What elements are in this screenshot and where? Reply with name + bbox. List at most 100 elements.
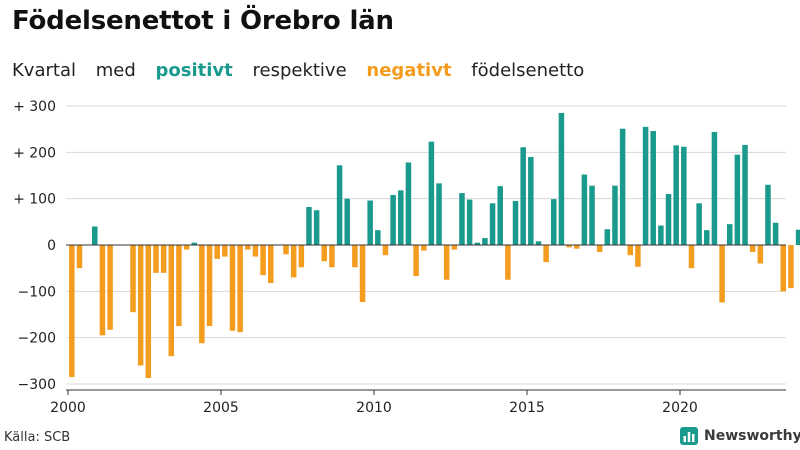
bar xyxy=(742,144,748,245)
bar xyxy=(795,229,800,245)
bar xyxy=(321,245,328,262)
bar xyxy=(688,245,695,269)
bar xyxy=(757,245,764,264)
bar xyxy=(665,194,672,245)
bar xyxy=(420,245,427,251)
x-tick-label: 2015 xyxy=(509,400,545,416)
bar-chart-logo-icon xyxy=(680,427,698,445)
bar xyxy=(612,185,618,245)
bar xyxy=(604,229,611,245)
bar xyxy=(535,241,542,245)
bar xyxy=(206,245,213,327)
bar xyxy=(99,245,106,336)
bar xyxy=(137,245,144,366)
bar xyxy=(512,200,519,245)
bar xyxy=(520,147,526,245)
bar xyxy=(352,245,358,268)
bar xyxy=(390,194,396,245)
bar xyxy=(772,222,779,245)
bar xyxy=(183,245,190,250)
bar xyxy=(573,245,580,249)
x-tick-label: 2005 xyxy=(203,400,239,416)
bar xyxy=(451,245,458,250)
chart-subtitle: Kvartal med positivt respektive negativt… xyxy=(12,60,598,81)
bar xyxy=(734,154,741,245)
bar xyxy=(260,245,266,276)
y-tick-label: −100 xyxy=(18,284,56,300)
bar xyxy=(160,245,167,273)
bar xyxy=(466,199,473,245)
bar xyxy=(642,126,649,245)
bar xyxy=(336,165,343,245)
subtitle-word: respektive xyxy=(252,60,347,81)
bar xyxy=(229,245,236,331)
bar xyxy=(788,245,794,289)
bar xyxy=(650,131,656,245)
subtitle-positive-label: positivt xyxy=(155,60,233,81)
bar xyxy=(145,245,152,378)
x-tick-label: 2000 xyxy=(50,400,86,416)
bar xyxy=(344,198,350,245)
bar xyxy=(367,200,373,245)
bar xyxy=(474,242,481,245)
bar xyxy=(711,131,718,245)
brand-logo: Newsworthy xyxy=(680,427,800,445)
bar xyxy=(413,245,419,277)
bar xyxy=(237,245,243,333)
bar xyxy=(543,245,549,263)
bar xyxy=(482,238,488,245)
bar xyxy=(726,224,733,245)
bar xyxy=(130,245,136,313)
bar xyxy=(459,193,465,245)
bar xyxy=(199,245,205,344)
bar xyxy=(528,156,534,245)
bar xyxy=(306,207,312,245)
bar xyxy=(489,203,496,245)
subtitle-negative-label: negativt xyxy=(366,60,452,81)
bar xyxy=(627,245,634,256)
bar xyxy=(298,245,305,268)
x-tick-label: 2020 xyxy=(662,400,698,416)
bar xyxy=(619,128,626,245)
bar xyxy=(505,245,511,280)
y-tick-label: + 300 xyxy=(13,99,56,115)
bar xyxy=(596,245,603,252)
bar xyxy=(497,186,503,245)
bar xyxy=(443,245,450,280)
bar xyxy=(267,245,274,283)
y-tick-label: + 200 xyxy=(13,145,56,161)
bar xyxy=(191,242,197,245)
source-note: Källa: SCB xyxy=(4,430,71,445)
bar xyxy=(382,245,389,256)
bar xyxy=(696,203,702,245)
bar xyxy=(635,245,641,267)
bar xyxy=(283,245,289,255)
bar xyxy=(719,245,725,303)
brand-name: Newsworthy xyxy=(704,428,800,444)
bar xyxy=(673,145,679,245)
y-tick-label: −300 xyxy=(18,377,56,393)
bar xyxy=(428,141,435,245)
bar xyxy=(551,199,557,245)
bar xyxy=(436,183,442,245)
bar xyxy=(290,245,297,278)
bar xyxy=(76,245,83,269)
bar xyxy=(581,174,588,245)
bar xyxy=(765,184,771,245)
y-tick-label: −200 xyxy=(18,331,56,347)
bar xyxy=(329,245,335,268)
bar xyxy=(245,245,251,250)
bar xyxy=(252,245,259,257)
bar xyxy=(589,185,595,245)
bar xyxy=(107,245,113,330)
bar xyxy=(405,162,412,245)
x-tick-label: 2010 xyxy=(356,400,392,416)
bar xyxy=(704,230,710,245)
subtitle-word: med xyxy=(95,60,136,81)
bar xyxy=(313,210,320,245)
chart-title: Födelsenettot i Örebro län xyxy=(12,6,394,36)
bar xyxy=(681,146,687,245)
bar xyxy=(176,245,182,327)
y-tick-label: 0 xyxy=(47,238,56,254)
